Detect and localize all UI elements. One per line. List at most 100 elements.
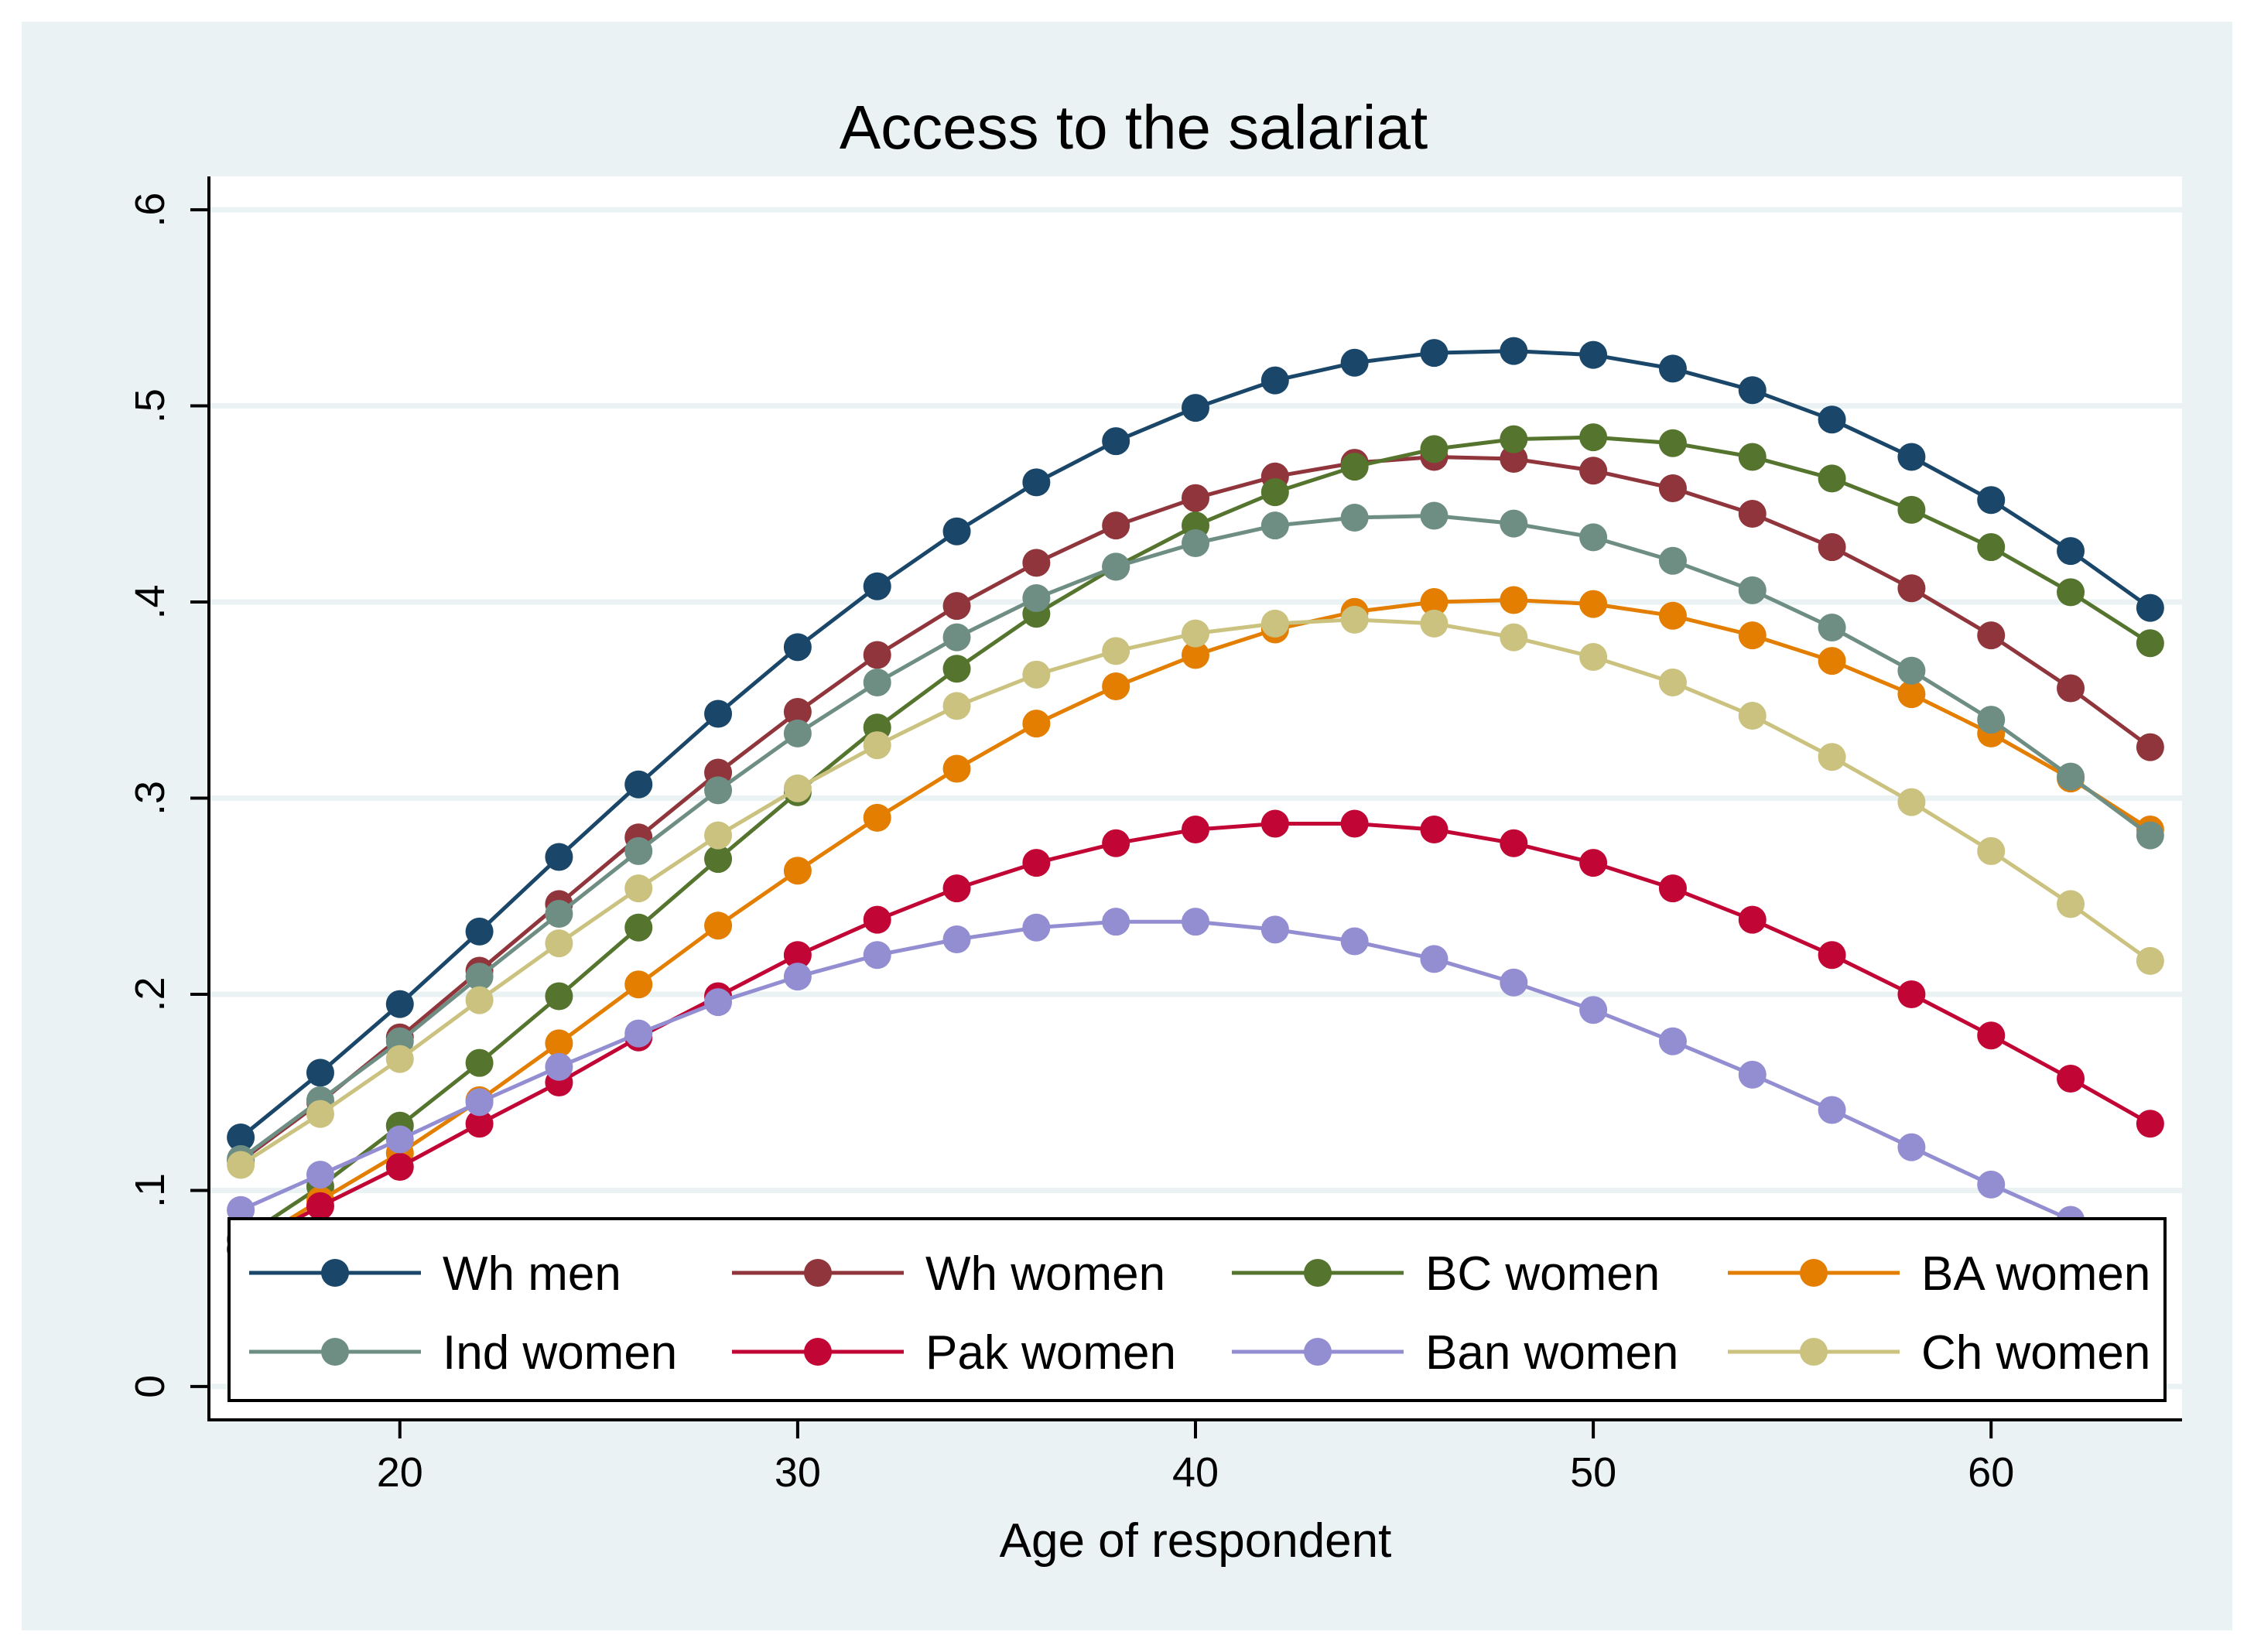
data-point-5-24 [2136, 1110, 2164, 1138]
data-point-0-22 [1977, 486, 2006, 515]
data-point-7-20 [1818, 743, 1846, 771]
data-point-6-14 [1340, 927, 1369, 956]
data-point-4-6 [704, 776, 733, 805]
x-tick-label-0: 20 [377, 1449, 423, 1496]
x-axis-label: Age of respondent [1000, 1514, 1392, 1568]
x-tick-label-2: 40 [1172, 1449, 1219, 1496]
data-point-0-24 [2136, 593, 2164, 622]
data-point-1-10 [1022, 549, 1051, 577]
legend-item-1: Wh women [732, 1247, 1165, 1301]
data-point-5-3 [465, 1110, 494, 1138]
y-tick-label-3: .3 [127, 781, 173, 816]
data-point-3-10 [1022, 710, 1051, 738]
data-point-0-13 [1260, 366, 1289, 395]
data-point-3-17 [1579, 590, 1608, 618]
legend-swatch-marker-7 [1800, 1338, 1828, 1366]
series-group [227, 337, 2164, 1264]
legend-swatch-marker-0 [321, 1259, 349, 1287]
legend-swatch-marker-1 [804, 1259, 832, 1287]
y-tick-label-2: .2 [127, 976, 173, 1011]
data-point-1-23 [2057, 674, 2085, 703]
data-point-3-19 [1738, 621, 1767, 650]
data-point-5-19 [1738, 905, 1767, 934]
data-point-6-6 [704, 988, 733, 1017]
data-point-5-1 [306, 1192, 334, 1220]
data-point-6-2 [385, 1125, 414, 1154]
data-point-2-19 [1738, 443, 1767, 471]
data-point-6-18 [1658, 1027, 1687, 1055]
data-point-2-20 [1818, 464, 1846, 493]
data-point-5-7 [783, 941, 812, 970]
data-point-5-13 [1260, 809, 1289, 838]
legend-item-6: Ban women [1232, 1326, 1678, 1380]
legend-label-6: Ban women [1425, 1326, 1678, 1380]
data-point-3-9 [942, 754, 971, 783]
data-point-3-5 [624, 970, 653, 999]
data-point-3-6 [704, 912, 733, 940]
data-point-2-5 [624, 913, 653, 942]
data-point-1-19 [1738, 499, 1767, 528]
y-tick-label-4: .4 [127, 585, 173, 620]
data-point-3-21 [1897, 680, 1926, 709]
data-point-7-15 [1420, 609, 1449, 638]
data-point-5-12 [1182, 816, 1209, 844]
data-point-4-13 [1260, 511, 1289, 540]
axes: 0 .1 .2 .3 .4 .5 .6 20 30 40 50 60 [127, 176, 2182, 1496]
data-point-5-21 [1897, 980, 1926, 1008]
data-point-3-15 [1420, 588, 1449, 617]
data-point-3-11 [1102, 672, 1130, 701]
data-point-5-20 [1818, 941, 1846, 970]
data-point-0-12 [1182, 394, 1209, 422]
data-point-7-3 [465, 986, 494, 1014]
legend-label-2: BC women [1425, 1247, 1660, 1301]
data-point-2-14 [1340, 453, 1369, 481]
data-point-6-12 [1182, 908, 1209, 936]
data-point-6-11 [1102, 908, 1130, 936]
data-point-3-20 [1818, 647, 1846, 676]
data-point-7-21 [1897, 788, 1926, 816]
data-point-7-9 [942, 692, 971, 720]
series-7 [227, 605, 2164, 1179]
data-point-2-15 [1420, 435, 1449, 463]
data-point-5-9 [942, 874, 971, 903]
data-point-6-15 [1420, 945, 1449, 973]
data-point-4-21 [1897, 656, 1926, 685]
data-point-4-5 [624, 836, 653, 865]
legend-item-4: Ind women [249, 1326, 677, 1380]
data-point-5-16 [1500, 829, 1528, 857]
data-point-0-23 [2057, 537, 2085, 566]
data-point-7-19 [1738, 702, 1767, 730]
x-tick-label-1: 30 [775, 1449, 821, 1496]
data-point-7-5 [624, 874, 653, 903]
data-point-3-8 [863, 803, 891, 832]
data-point-0-0 [227, 1124, 255, 1152]
data-point-6-3 [465, 1088, 494, 1117]
data-point-0-6 [704, 699, 733, 728]
y-tick-label-5: .5 [127, 388, 173, 423]
data-point-0-1 [306, 1059, 334, 1087]
legend: Wh men Wh women BC women BA women Ind women P… [227, 1217, 2167, 1402]
data-point-5-10 [1022, 849, 1051, 877]
legend-label-3: BA women [1921, 1247, 2150, 1301]
data-point-0-3 [465, 917, 494, 946]
data-point-7-8 [863, 731, 891, 760]
data-point-0-11 [1102, 427, 1130, 456]
legend-item-5: Pak women [732, 1326, 1176, 1380]
data-point-6-22 [1977, 1170, 2006, 1199]
legend-label-7: Ch women [1921, 1326, 2150, 1380]
data-point-7-24 [2136, 946, 2164, 975]
data-point-7-0 [227, 1151, 255, 1179]
data-point-4-16 [1500, 509, 1528, 538]
legend-box [227, 1217, 2167, 1402]
y-tick-label-1: .1 [127, 1173, 173, 1208]
data-point-7-22 [1977, 836, 2006, 865]
data-point-6-0 [227, 1195, 255, 1224]
legend-label-0: Wh men [443, 1247, 621, 1301]
data-point-2-22 [1977, 533, 2006, 562]
data-point-7-18 [1658, 668, 1687, 696]
data-point-4-18 [1658, 546, 1687, 575]
data-point-0-4 [545, 843, 573, 871]
data-point-0-19 [1738, 376, 1767, 405]
data-point-4-7 [783, 719, 812, 747]
